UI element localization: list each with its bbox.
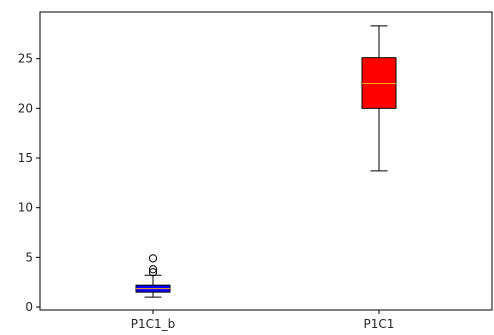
x-axis: P1C1_b P1C1 [131, 310, 395, 331]
y-axis: 0 5 10 15 20 25 [18, 52, 40, 314]
y-tick-label: 25 [18, 52, 33, 66]
y-tick-label: 5 [25, 250, 33, 264]
x-tick-label: P1C1_b [131, 317, 176, 331]
plot-area [39, 11, 493, 311]
y-tick-label: 20 [18, 101, 33, 115]
outlier-point [148, 265, 158, 274]
outlier-point [148, 254, 158, 263]
box-group [361, 25, 397, 172]
y-tick-label: 10 [18, 201, 33, 215]
box-group [135, 254, 171, 298]
boxes [135, 25, 397, 298]
x-tick-label: P1C1 [364, 317, 395, 331]
outlier-point [148, 268, 158, 277]
y-tick-label: 0 [25, 300, 33, 314]
y-tick-label: 15 [18, 151, 33, 165]
